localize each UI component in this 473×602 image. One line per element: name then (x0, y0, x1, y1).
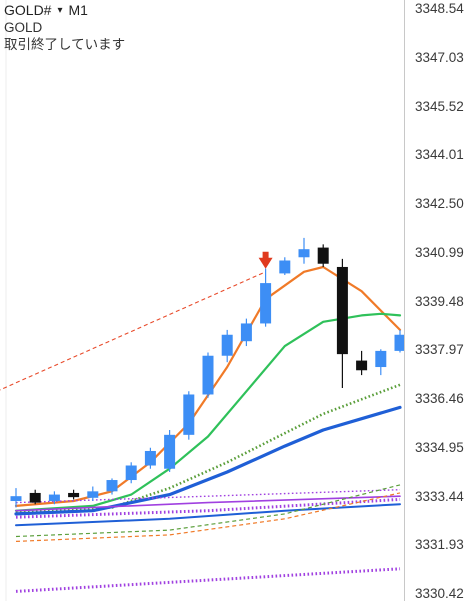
candle-body (68, 492, 80, 498)
indicator-line (0, 271, 266, 391)
candle-body (29, 492, 41, 503)
indicator-line (15, 495, 401, 512)
indicator-line (15, 489, 401, 504)
chart-header: GOLD# ▾ M1 GOLD 取引終了しています (4, 2, 125, 53)
y-tick-label: 3334.95 (415, 439, 464, 455)
indicator-line (14, 405, 402, 516)
price-chart[interactable]: GOLD# ▾ M1 GOLD 取引終了しています (0, 0, 404, 601)
candle-body (144, 450, 156, 466)
indicator-line (15, 383, 401, 514)
indicator-line (15, 503, 401, 527)
candle-body (394, 334, 404, 351)
indicator-line (14, 265, 402, 507)
y-tick-label: 3347.03 (415, 49, 464, 65)
candle-body (106, 480, 118, 492)
y-tick-label: 3342.50 (415, 196, 464, 211)
y-tick-label: 3337.97 (415, 342, 464, 358)
candle-body (336, 266, 348, 355)
indicator-line (15, 497, 401, 519)
candle-body (356, 360, 368, 371)
y-tick-label: 3333.44 (415, 488, 464, 504)
chevron-down-icon[interactable]: ▾ (57, 5, 63, 16)
y-tick-label: 3348.54 (415, 1, 464, 16)
chart-canvas (0, 0, 404, 601)
y-tick-label: 3344.01 (415, 147, 464, 163)
symbol-line[interactable]: GOLD# ▾ M1 (4, 2, 125, 19)
candle-body (202, 355, 214, 395)
candle-body (375, 350, 387, 368)
candle-body (279, 260, 291, 274)
indicator-line (14, 312, 402, 512)
y-tick-label: 3340.99 (415, 244, 464, 260)
sell-signal-arrow-icon (258, 251, 273, 269)
price-axis[interactable]: 3348.54 3347.03 3345.52 3344.01 3342.50 3340.… (404, 0, 473, 601)
candle-body (317, 247, 329, 264)
indicator-line (15, 484, 401, 538)
symbol-label[interactable]: GOLD# (4, 2, 52, 18)
y-tick-label: 3336.46 (415, 391, 464, 406)
candle-body (87, 491, 99, 498)
candle-body (125, 465, 137, 481)
indicator-line (15, 492, 401, 542)
timeframe-label[interactable]: M1 (68, 2, 88, 18)
candle-body (298, 249, 310, 258)
y-tick-label: 3345.52 (415, 98, 464, 114)
y-tick-label: 3330.42 (415, 586, 464, 601)
candle-body (221, 334, 233, 356)
candle-body (240, 323, 252, 342)
candle-body (164, 434, 176, 469)
candle-body (10, 496, 22, 502)
market-status: 取引終了しています (4, 37, 126, 52)
candle-body (260, 283, 272, 324)
y-tick-label: 3339.48 (415, 293, 464, 309)
candle-body (48, 494, 60, 502)
candle-body (183, 394, 195, 435)
indicator-line (15, 567, 401, 593)
y-tick-label: 3331.93 (415, 537, 464, 553)
instrument-name: GOLD (4, 20, 43, 35)
